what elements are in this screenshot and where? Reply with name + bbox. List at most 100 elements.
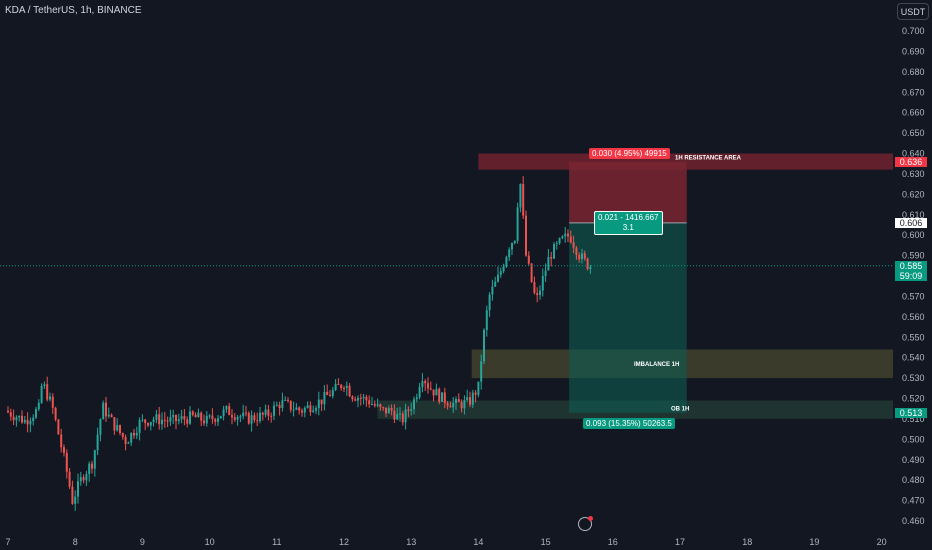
candle-body — [267, 409, 270, 416]
candle-body — [264, 409, 267, 415]
candle-body — [85, 474, 88, 481]
candle-body — [12, 416, 15, 421]
candle-body — [15, 417, 18, 421]
candle-body — [82, 477, 85, 481]
y-tick-label: 0.610 — [902, 210, 925, 220]
x-tick-label: 9 — [140, 537, 145, 547]
candle-body — [522, 183, 525, 216]
y-tick-label: 0.540 — [902, 353, 925, 363]
candle-body — [533, 281, 536, 294]
zone-label: IMBALANCE 1H — [634, 362, 679, 368]
candle-body — [382, 407, 385, 409]
x-tick-label: 17 — [675, 537, 685, 547]
y-tick-label: 0.630 — [902, 169, 925, 179]
candle-body — [466, 397, 469, 401]
candle-body — [345, 385, 348, 389]
candle-body — [175, 414, 177, 422]
y-tick-label: 0.680 — [902, 67, 925, 77]
candle-body — [309, 405, 312, 413]
candle-body — [250, 415, 253, 424]
candle-body — [435, 388, 438, 396]
candle-body — [368, 400, 371, 405]
candle-body — [539, 290, 541, 296]
candle-body — [116, 425, 119, 431]
notification-dot — [588, 516, 593, 521]
candle-body — [275, 404, 278, 406]
candle-body — [427, 383, 429, 389]
take-profit-zone — [569, 222, 687, 413]
candle-body — [390, 407, 393, 411]
candle-body — [357, 397, 359, 401]
candle-body — [256, 420, 259, 422]
x-tick-label: 18 — [742, 537, 752, 547]
candle-body — [429, 388, 432, 390]
candle-body — [385, 407, 387, 414]
candle-body — [499, 271, 502, 275]
candle-body — [449, 405, 452, 408]
candle-body — [505, 257, 508, 267]
x-tick-label: 15 — [541, 537, 551, 547]
y-tick-label: 0.530 — [902, 373, 925, 383]
x-tick-label: 16 — [608, 537, 618, 547]
x-tick-label: 11 — [272, 537, 281, 547]
candle-body — [9, 412, 12, 417]
y-tick-label: 0.470 — [902, 496, 925, 506]
candle-body — [40, 386, 43, 403]
candle-body — [312, 410, 315, 413]
candle-body — [211, 415, 214, 420]
candle-body — [460, 402, 463, 409]
chart-title: KDA / TetherUS, 1h, BINANCE — [5, 5, 142, 16]
candle-body — [326, 391, 329, 396]
candle-body — [105, 402, 107, 417]
candle-body — [57, 419, 60, 435]
candle-body — [561, 236, 564, 239]
x-tick-label: 20 — [877, 537, 887, 547]
candle-body — [331, 390, 334, 397]
candle-body — [320, 399, 323, 405]
candle-body — [351, 396, 354, 400]
candle-body — [298, 407, 301, 411]
candle-body — [127, 442, 130, 444]
currency-button[interactable]: USDT — [897, 3, 929, 20]
candle-body — [494, 281, 497, 287]
candle-body — [359, 397, 362, 399]
candle-body — [180, 416, 183, 420]
candle-body — [376, 404, 379, 406]
x-tick-label: 13 — [406, 537, 416, 547]
candle-body — [567, 233, 569, 237]
candle-body — [21, 415, 23, 423]
entry-label-line1: 0.021 - 1416.667 — [598, 212, 659, 222]
y-tick-label: 0.570 — [902, 291, 925, 301]
candle-body — [485, 310, 488, 330]
candle-body — [337, 383, 340, 385]
candle-body — [214, 419, 217, 422]
y-tick-label: 0.510 — [902, 414, 925, 424]
y-tick-label: 0.480 — [902, 475, 925, 485]
candle-body — [457, 399, 460, 403]
candle-body — [141, 419, 144, 421]
candle-body — [432, 389, 435, 396]
x-tick-label: 8 — [73, 537, 78, 547]
candle-body — [77, 481, 79, 497]
candle-body — [158, 414, 161, 425]
candle-body — [295, 407, 298, 410]
candle-body — [544, 270, 547, 276]
x-tick-label: 10 — [205, 537, 215, 547]
candle-body — [315, 408, 317, 411]
candle-body — [121, 433, 124, 437]
candle-body — [575, 247, 578, 255]
candle-body — [292, 409, 295, 411]
candle-body — [418, 387, 421, 398]
candle-body — [138, 420, 141, 433]
candle-body — [18, 415, 21, 418]
candle-body — [284, 399, 287, 401]
candle-body — [172, 414, 175, 418]
candle-body — [281, 400, 284, 408]
candle-body — [550, 256, 553, 259]
candle-body — [68, 471, 71, 487]
candle-body — [407, 409, 410, 411]
candle-body — [415, 397, 418, 400]
y-tick-label: 0.520 — [902, 394, 925, 404]
candle-body — [242, 412, 245, 417]
